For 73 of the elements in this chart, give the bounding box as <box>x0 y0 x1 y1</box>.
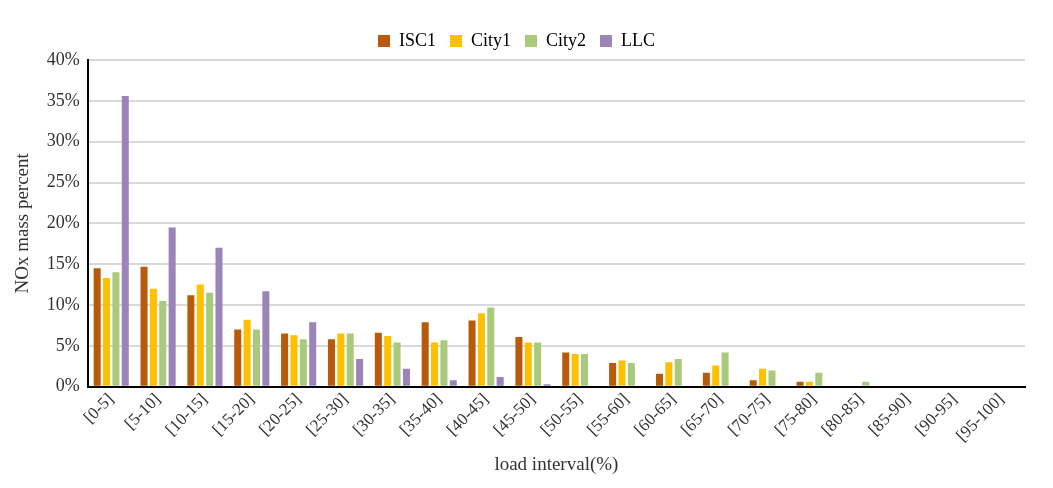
bar <box>384 336 392 386</box>
bar <box>759 368 767 386</box>
bar <box>815 372 823 386</box>
bar <box>421 322 429 386</box>
y-tick-label: 15% <box>46 252 80 273</box>
bar <box>206 292 214 386</box>
bar <box>290 335 298 386</box>
bar <box>281 333 289 386</box>
legend-label: LLC <box>621 29 656 50</box>
bar <box>121 95 129 386</box>
bar <box>702 372 710 386</box>
bar <box>140 266 148 386</box>
y-tick-label: 35% <box>46 89 80 110</box>
bar <box>327 339 335 386</box>
bar <box>262 291 270 386</box>
bar <box>449 380 457 386</box>
bar <box>468 320 476 386</box>
y-tick-label: 0% <box>55 375 80 396</box>
bar <box>168 227 176 386</box>
bar <box>374 332 382 386</box>
bar <box>252 329 261 386</box>
bar <box>571 354 579 386</box>
y-tick-label: 10% <box>46 293 80 314</box>
bar <box>112 272 120 386</box>
bar <box>712 365 720 386</box>
bar <box>402 368 410 386</box>
bar <box>440 340 448 386</box>
bar <box>609 363 617 386</box>
bar <box>103 278 111 386</box>
bar <box>196 284 204 386</box>
legend-label: ISC1 <box>398 29 436 50</box>
bar <box>627 363 635 386</box>
bar <box>496 376 504 386</box>
bar <box>431 342 439 386</box>
y-tick-label: 5% <box>55 334 80 355</box>
bar <box>93 268 101 386</box>
y-tick-label: 30% <box>46 130 80 151</box>
y-tick-label: 25% <box>46 171 80 192</box>
bar <box>581 354 589 386</box>
bar <box>805 381 813 386</box>
bar <box>534 342 542 386</box>
bar <box>749 380 757 386</box>
y-axis-title: NOx mass percent <box>11 152 33 294</box>
bar <box>477 313 485 386</box>
legend-label: City1 <box>471 29 512 50</box>
bar <box>234 329 242 386</box>
bar <box>768 370 776 386</box>
bar <box>721 352 729 386</box>
bar <box>562 352 570 386</box>
bar <box>346 333 354 386</box>
bar <box>796 381 804 386</box>
bar <box>356 358 364 386</box>
legend-label: City2 <box>546 29 587 50</box>
bar <box>299 339 307 386</box>
bar <box>655 373 663 386</box>
y-tick-label: 40% <box>46 48 80 69</box>
bar <box>243 319 251 386</box>
bar <box>487 307 495 386</box>
bar <box>215 247 223 386</box>
bar <box>665 362 673 386</box>
bar <box>674 358 682 386</box>
bar <box>618 360 626 386</box>
bar <box>159 300 167 386</box>
bar <box>149 288 157 386</box>
bar <box>337 333 345 386</box>
bar <box>515 336 523 386</box>
bar <box>862 381 870 386</box>
bar <box>393 342 401 386</box>
bar <box>524 342 532 386</box>
bar <box>309 322 317 386</box>
y-tick-label: 20% <box>46 212 80 233</box>
bar <box>187 295 195 386</box>
x-axis-title: load interval(%) <box>494 452 619 475</box>
